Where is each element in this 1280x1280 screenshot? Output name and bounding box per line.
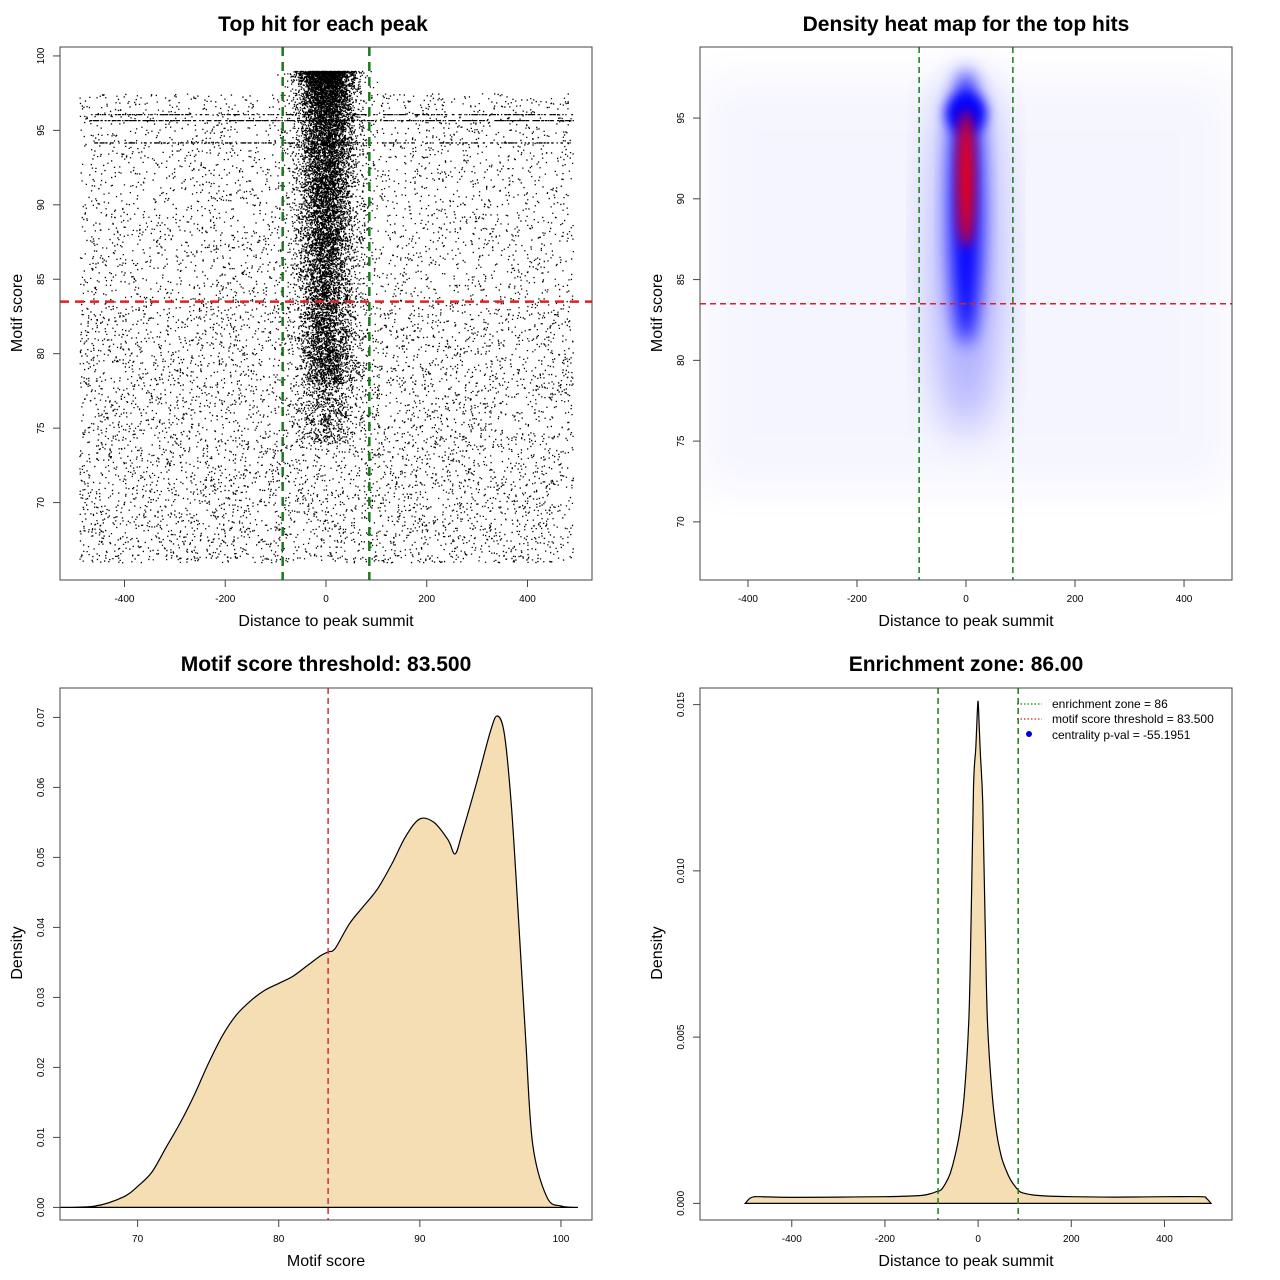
distance-density-xtick-label: -400 [782, 1234, 802, 1245]
heatmap-ytick-label: 85 [676, 274, 687, 286]
heatmap-ytick-label: 70 [676, 516, 687, 528]
score-density-title: Motif score threshold: 83.500 [181, 653, 472, 676]
scatter-points [79, 70, 575, 564]
score-density-area [59, 715, 578, 1208]
heatmap-density-core [958, 109, 974, 248]
legend-threshold: motif score threshold = 83.500 [1052, 712, 1214, 726]
distance-density-xtick-label: 200 [1063, 1234, 1080, 1245]
score-density-xtick-label: 90 [414, 1234, 426, 1245]
score-density-ytick-label: 0.06 [36, 777, 47, 797]
scatter-xlabel: Distance to peak summit [238, 613, 414, 630]
score-density-ytick-label: 0.07 [36, 707, 47, 727]
heatmap-ytick-label: 90 [676, 193, 687, 205]
heatmap-xtick-label: 400 [1176, 594, 1193, 605]
scatter-ytick-label: 70 [36, 497, 47, 509]
scatter-panel: Top hit for each peak Distance to peak s… [9, 13, 593, 630]
score-density-xtick-label: 100 [553, 1234, 570, 1245]
distance-density-ytick-label: 0.015 [676, 692, 687, 717]
heatmap-xtick-label: 0 [963, 594, 969, 605]
heatmap-ytick-label: 95 [676, 112, 687, 124]
scatter-ytick-label: 100 [36, 47, 47, 64]
heatmap-xtick-label: 200 [1067, 594, 1084, 605]
heatmap-reference-lines [700, 47, 1232, 580]
heatmap-ytick-label: 80 [676, 354, 687, 366]
heatmap-ytick-label: 75 [676, 435, 687, 447]
score-density-panel: Motif score threshold: 83.500 Motif scor… [9, 653, 593, 1270]
scatter-ytick-label: 95 [36, 124, 47, 136]
distance-density-xtick-label: 400 [1156, 1234, 1173, 1245]
heatmap-density [936, 69, 996, 435]
distance-density-reference-lines [937, 688, 1019, 1220]
distance-density-frame [699, 687, 1233, 1221]
distance-density-ticks: -400 -200 0 200 400 0.000 0.005 0.010 0.015 [676, 692, 1173, 1245]
scatter-point-cloud [79, 70, 575, 564]
heatmap-title: Density heat map for the top hits [803, 13, 1130, 36]
score-density-ytick-label: 0.03 [36, 987, 47, 1007]
distance-density-xtick-label: -200 [875, 1234, 895, 1245]
distance-density-ytick-label: 0.010 [676, 858, 687, 883]
scatter-xtick-label: 400 [519, 594, 536, 605]
score-density-ytick-label: 0.05 [36, 847, 47, 867]
score-density-ticks: 70 80 90 100 0.00 0.01 0.02 0.03 0.04 0.05 0.06 0.0… [36, 707, 570, 1245]
scatter-reference-lines [60, 47, 592, 580]
heatmap-xtick-label: -400 [738, 594, 758, 605]
scatter-title: Top hit for each peak [218, 13, 428, 36]
scatter-xtick-label: 200 [418, 594, 435, 605]
score-density-ytick-label: 0.02 [36, 1057, 47, 1077]
legend-pval-swatch [1026, 731, 1032, 737]
heatmap-xlabel: Distance to peak summit [878, 613, 1054, 630]
scatter-xtick-label: -200 [215, 594, 235, 605]
scatter-ticks: -400 -200 0 200 400 70 75 80 85 90 95 100 [36, 47, 536, 605]
heatmap-ylabel: Motif score [649, 274, 666, 352]
distance-density-ytick-label: 0.000 [676, 1190, 687, 1215]
score-density-ylabel: Density [9, 926, 26, 979]
distance-density-ylabel: Density [649, 926, 666, 979]
score-density-xtick-label: 70 [132, 1234, 144, 1245]
heatmap-panel: Density heat map for the top hits Distan… [649, 13, 1233, 630]
scatter-ylabel: Motif score [9, 274, 26, 352]
distance-density-ytick-label: 0.005 [676, 1024, 687, 1049]
legend-enrichment-zone: enrichment zone = 86 [1052, 697, 1168, 711]
distance-density-area [743, 700, 1213, 1204]
scatter-ytick-label: 90 [36, 199, 47, 211]
score-density-ytick-label: 0.04 [36, 917, 47, 937]
distance-density-xlabel: Distance to peak summit [878, 1253, 1054, 1270]
score-density-xtick-label: 80 [273, 1234, 285, 1245]
scatter-xtick-label: 0 [323, 594, 329, 605]
distance-density-legend: enrichment zone = 86 motif score thresho… [1017, 697, 1214, 742]
scatter-ytick-label: 80 [36, 348, 47, 360]
distance-density-title: Enrichment zone: 86.00 [849, 653, 1084, 676]
distance-density-panel: Enrichment zone: 86.00 Distance to peak … [649, 653, 1233, 1270]
heatmap-xtick-label: -200 [847, 594, 867, 605]
score-density-frame [59, 687, 593, 1221]
score-density-ytick-label: 0.00 [36, 1197, 47, 1217]
scatter-xtick-label: -400 [114, 594, 134, 605]
distance-density-xtick-label: 0 [975, 1234, 981, 1245]
score-density-xlabel: Motif score [287, 1253, 365, 1270]
heatmap-ticks: -400 -200 0 200 400 70 75 80 85 90 95 [676, 112, 1193, 605]
scatter-ytick-label: 75 [36, 422, 47, 434]
score-density-ytick-label: 0.01 [36, 1127, 47, 1147]
legend-pval: centrality p-val = -55.1951 [1052, 728, 1191, 742]
scatter-ytick-label: 85 [36, 273, 47, 285]
